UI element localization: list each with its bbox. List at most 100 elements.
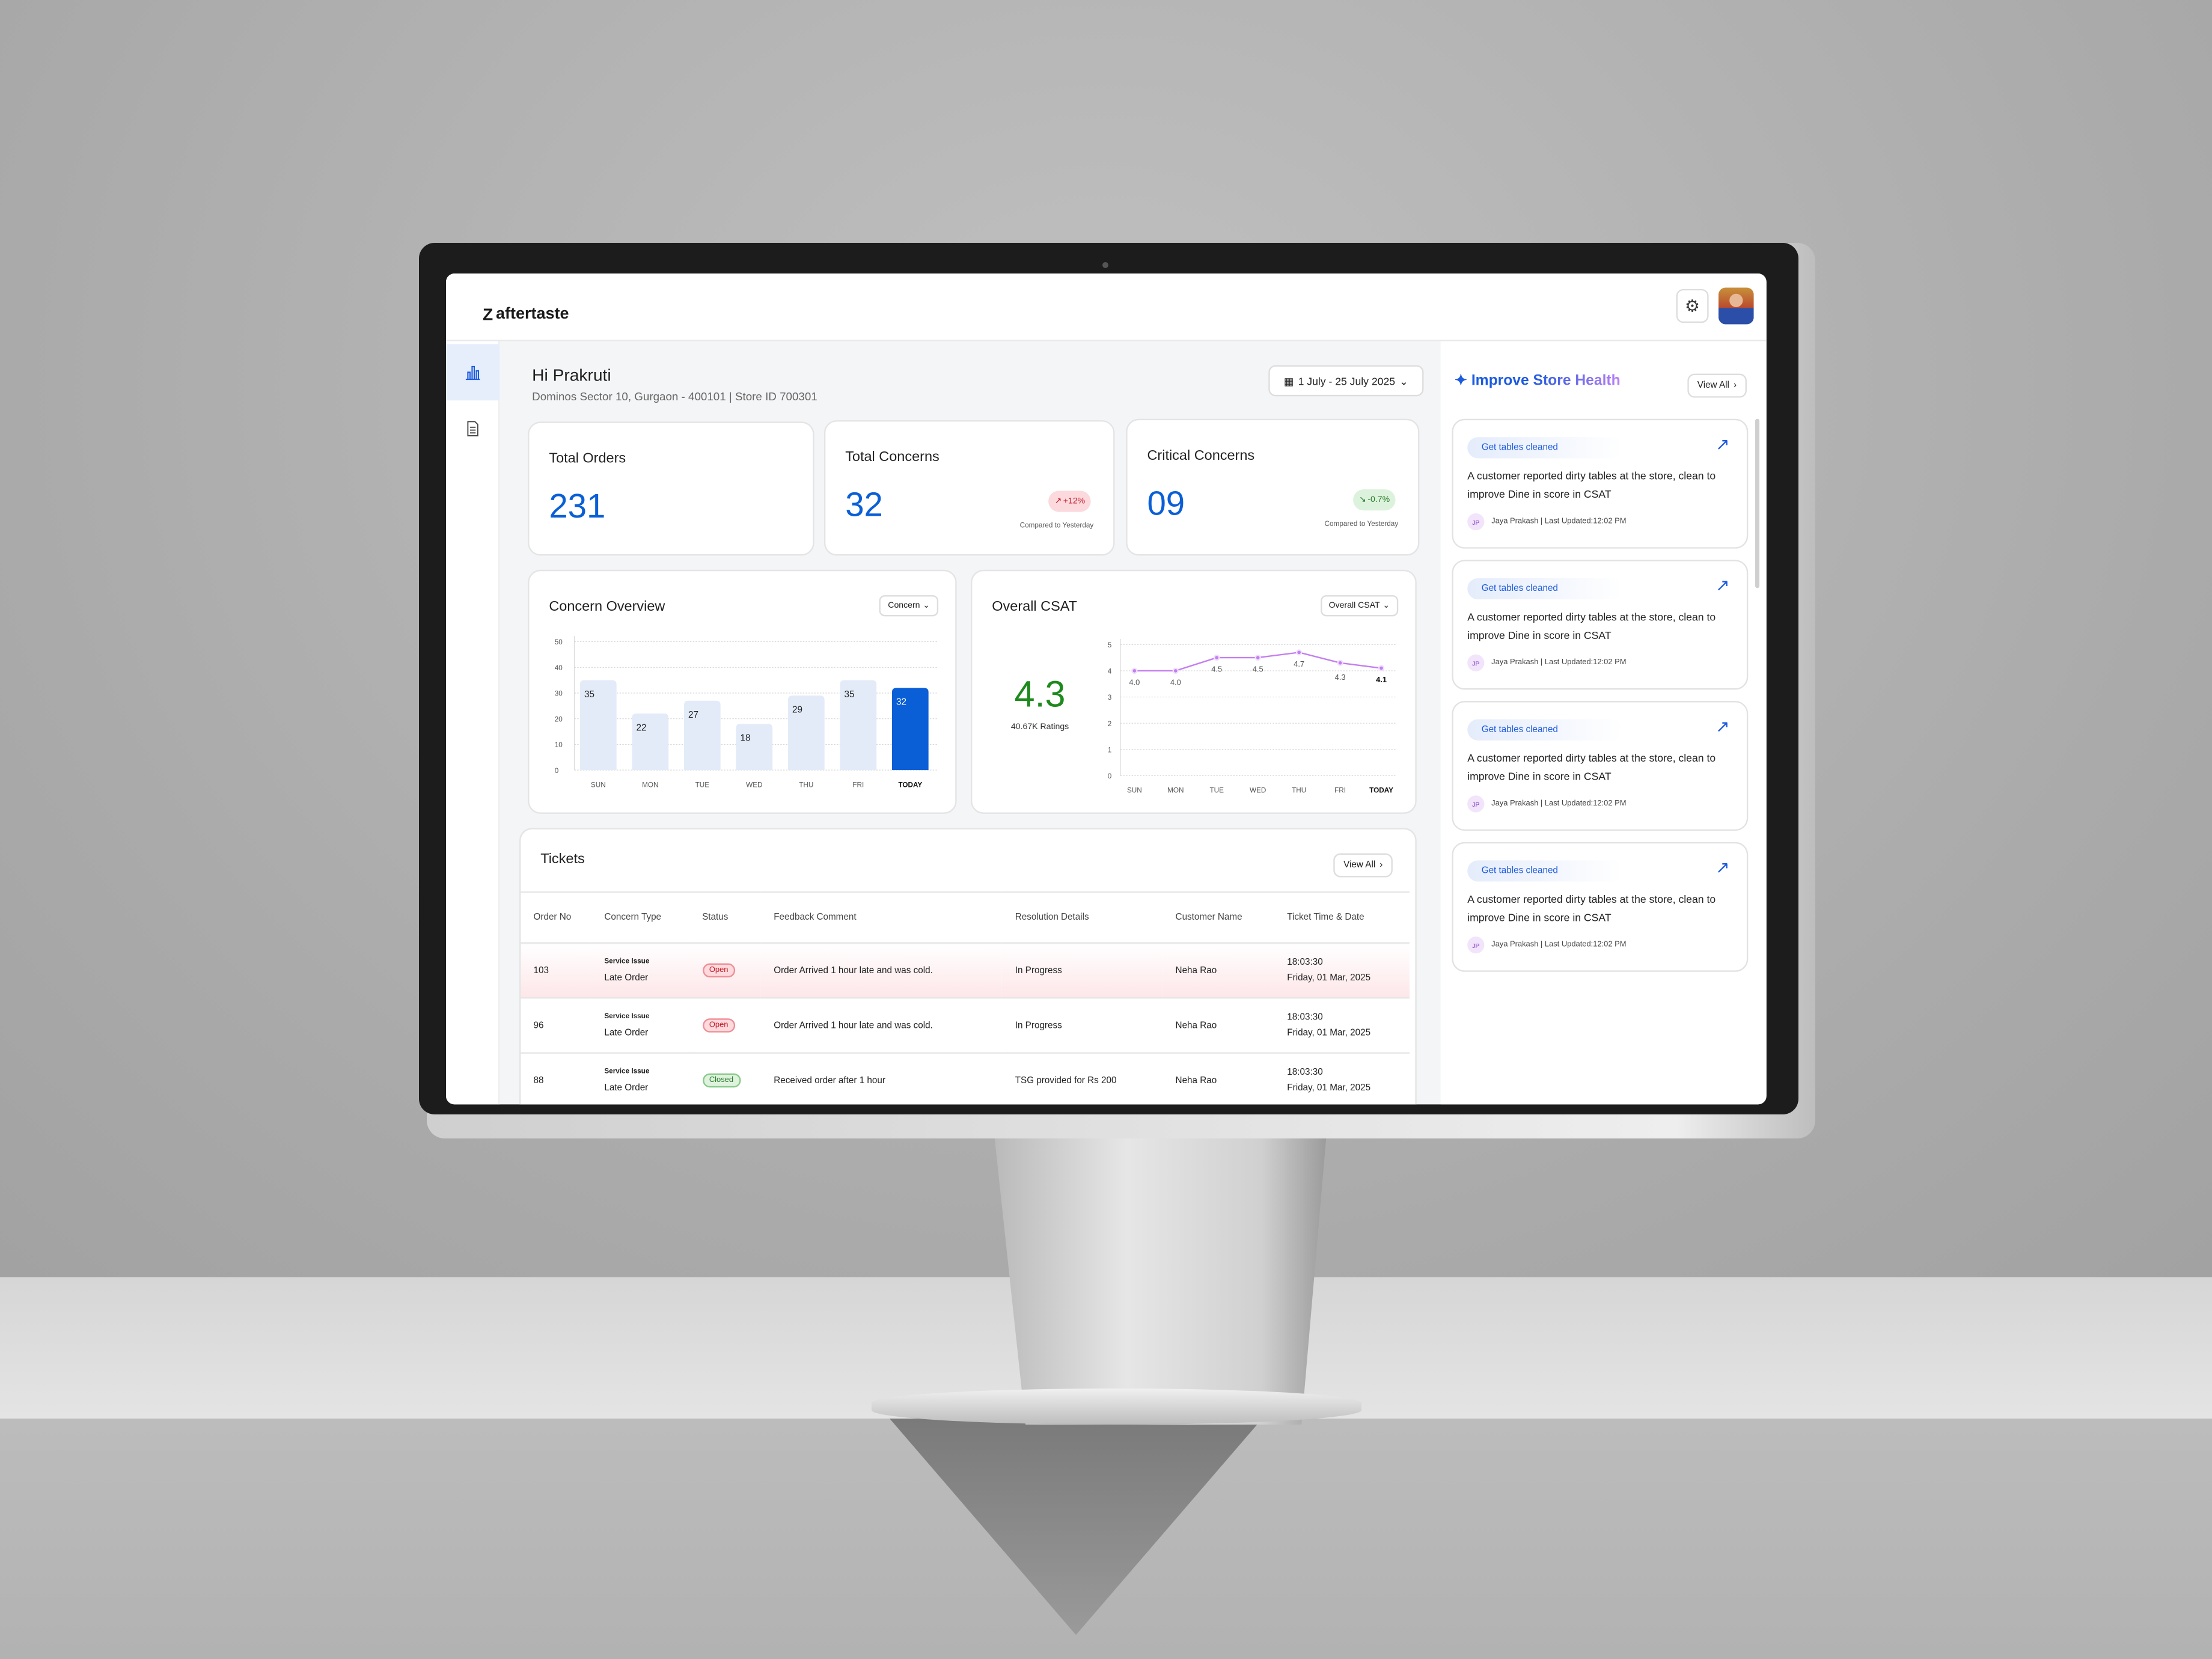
bar — [787, 695, 825, 771]
point-label: 4.0 — [1170, 677, 1181, 686]
csat-score: 4.3 — [1014, 673, 1066, 715]
concern-select[interactable]: Concern ⌄ — [879, 595, 939, 617]
point-label: 4.5 — [1211, 665, 1222, 674]
card-description: A customer reported dirty tables at the … — [1467, 469, 1716, 500]
action-tag: Get tables cleaned — [1467, 860, 1623, 882]
data-point — [1297, 650, 1301, 655]
column-header: Resolution Details — [1002, 891, 1163, 944]
point-label: 4.7 — [1294, 659, 1304, 668]
panel-title: Improve Store Health — [1471, 372, 1621, 390]
concern-subtype: Late Order — [604, 1083, 649, 1093]
csat-select[interactable]: Overall CSAT ⌄ — [1320, 595, 1399, 617]
date-range-picker[interactable]: ▦ 1 July - 25 July 2025 ⌄ — [1268, 365, 1424, 397]
x-tick-label: WED — [1250, 787, 1266, 795]
action-tag: Get tables cleaned — [1467, 578, 1623, 600]
camera-dot — [1102, 262, 1108, 268]
bar-value-label: 29 — [792, 704, 802, 715]
initials-avatar: JP — [1467, 936, 1485, 954]
main-content: Hi Prakruti Dominos Sector 10, Gurgaon -… — [500, 341, 1440, 1105]
store-health-view-all-button[interactable]: View All › — [1687, 373, 1747, 398]
x-tick-label: THU — [1292, 787, 1306, 795]
y-tick-label: 0 — [555, 767, 559, 775]
kpi-title: Critical Concerns — [1147, 448, 1255, 464]
point-label: 4.5 — [1253, 665, 1263, 674]
bar — [632, 713, 669, 771]
column-header: Concern Type — [591, 891, 690, 944]
kpi-card-total-concerns: Total Concerns 32 ↗ +12% Compared to Yest… — [823, 420, 1115, 556]
x-tick-label: MON — [642, 781, 658, 789]
status-badge: Open — [702, 1018, 736, 1033]
card-title: Tickets — [540, 852, 585, 868]
ticket-time: 18:03:30 — [1287, 1012, 1323, 1023]
tickets-table: Order No Concern Type Status Feedback Comme… — [521, 891, 1410, 1105]
scrollbar[interactable] — [1755, 418, 1760, 588]
arrow-up-right-icon[interactable]: ↗ — [1716, 575, 1730, 596]
trend-down-icon: ↘ — [1359, 496, 1366, 505]
chevron-right-icon: › — [1379, 860, 1383, 870]
status-badge: Open — [702, 963, 736, 978]
bar-value-label: 35 — [584, 689, 594, 700]
avatar[interactable] — [1718, 287, 1754, 325]
action-tag: Get tables cleaned — [1467, 437, 1623, 459]
kpi-title: Total Orders — [549, 451, 626, 467]
data-point — [1256, 656, 1260, 659]
arrow-up-right-icon[interactable]: ↗ — [1716, 716, 1730, 736]
table-row[interactable]: 103 Service Issue Late Order Open Order A… — [521, 943, 1410, 999]
monitor-screen: Z aftertaste ⚙ Hi Prakruti Dominos Secto… — [446, 273, 1767, 1105]
calendar-icon: ▦ — [1283, 374, 1294, 387]
bar — [579, 680, 617, 771]
settings-button[interactable]: ⚙ — [1676, 289, 1709, 323]
store-health-card[interactable]: Get tables cleaned ↗ A customer reported… — [1452, 560, 1749, 690]
y-tick-label: 0 — [1108, 772, 1112, 780]
store-health-panel: ✦ Improve Store Health View All › Get tabl… — [1440, 341, 1767, 1105]
y-tick-label: 20 — [555, 715, 563, 723]
store-health-card[interactable]: Get tables cleaned ↗ A customer reported… — [1452, 842, 1749, 972]
chevron-down-icon: ⌄ — [923, 602, 930, 611]
ticket-date: Friday, 01 Mar, 2025 — [1287, 973, 1371, 983]
arrow-up-right-icon[interactable]: ↗ — [1716, 434, 1730, 454]
store-health-card[interactable]: Get tables cleaned ↗ A customer reported… — [1452, 418, 1749, 549]
sidebar-item-dashboard[interactable] — [446, 344, 500, 401]
card-description: A customer reported dirty tables at the … — [1467, 893, 1716, 923]
card-meta: Jaya Prakash | Last Updated:12:02 PM — [1491, 941, 1627, 950]
column-header: Order No — [521, 891, 592, 944]
ticket-time: 18:03:30 — [1287, 958, 1323, 968]
tickets-view-all-button[interactable]: View All › — [1333, 853, 1393, 878]
store-health-card[interactable]: Get tables cleaned ↗ A customer reported… — [1452, 701, 1749, 831]
sidebar-item-reports[interactable] — [446, 400, 500, 457]
table-row[interactable]: 96 Service Issue Late Order Open Order Ar… — [521, 998, 1410, 1054]
resolution-details: TSG provided for Rs 200 — [1002, 1053, 1163, 1105]
app-logo[interactable]: Z aftertaste — [483, 305, 569, 325]
x-tick-label: FRI — [852, 781, 864, 789]
y-tick-label: 1 — [1108, 747, 1112, 754]
order-no: 88 — [521, 1053, 592, 1105]
arrow-up-right-icon[interactable]: ↗ — [1716, 857, 1730, 878]
kpi-value: 32 — [845, 486, 883, 525]
y-tick-label: 5 — [1108, 641, 1112, 649]
data-point — [1379, 666, 1383, 670]
top-header: Z aftertaste ⚙ — [446, 273, 1767, 341]
chevron-down-icon: ⌄ — [1382, 602, 1390, 611]
monitor-stand-base — [872, 1389, 1361, 1425]
kpi-card-total-orders: Total Orders 231 — [528, 421, 814, 556]
kpi-title: Total Concerns — [845, 450, 939, 466]
data-point — [1173, 669, 1178, 673]
feedback-comment: Order Arrived 1 hour late and was cold. — [761, 998, 1003, 1054]
ticket-time-date: 18:03:30 Friday, 01 Mar, 2025 — [1274, 1053, 1410, 1105]
csat-line-chart: 0 1 2 3 4 5 4.0 SUN 4.0 MON 4.5 TUE 4.5 WED 4.7 THU 4.3 F… — [1108, 638, 1396, 795]
x-tick-label: THU — [799, 781, 813, 789]
ticket-time-date: 18:03:30 Friday, 01 Mar, 2025 — [1274, 998, 1410, 1054]
bar-value-label: 35 — [845, 689, 855, 700]
csat-card: Overall CSAT Overall CSAT ⌄ 4.3 40.67K Ra… — [971, 569, 1417, 814]
y-tick-label: 4 — [1108, 668, 1112, 676]
table-row[interactable]: 88 Service Issue Late Order Closed Receiv… — [521, 1053, 1410, 1105]
compare-label: Compared to Yesterday — [1324, 520, 1399, 529]
point-label: 4.3 — [1335, 673, 1346, 682]
delta-value: +12% — [1063, 496, 1086, 506]
gear-icon: ⚙ — [1684, 296, 1700, 316]
kpi-value: 09 — [1147, 485, 1185, 524]
x-tick-label: MON — [1167, 787, 1184, 795]
data-point — [1132, 669, 1137, 673]
bar-chart-icon — [465, 365, 480, 380]
sidebar — [446, 341, 500, 1105]
